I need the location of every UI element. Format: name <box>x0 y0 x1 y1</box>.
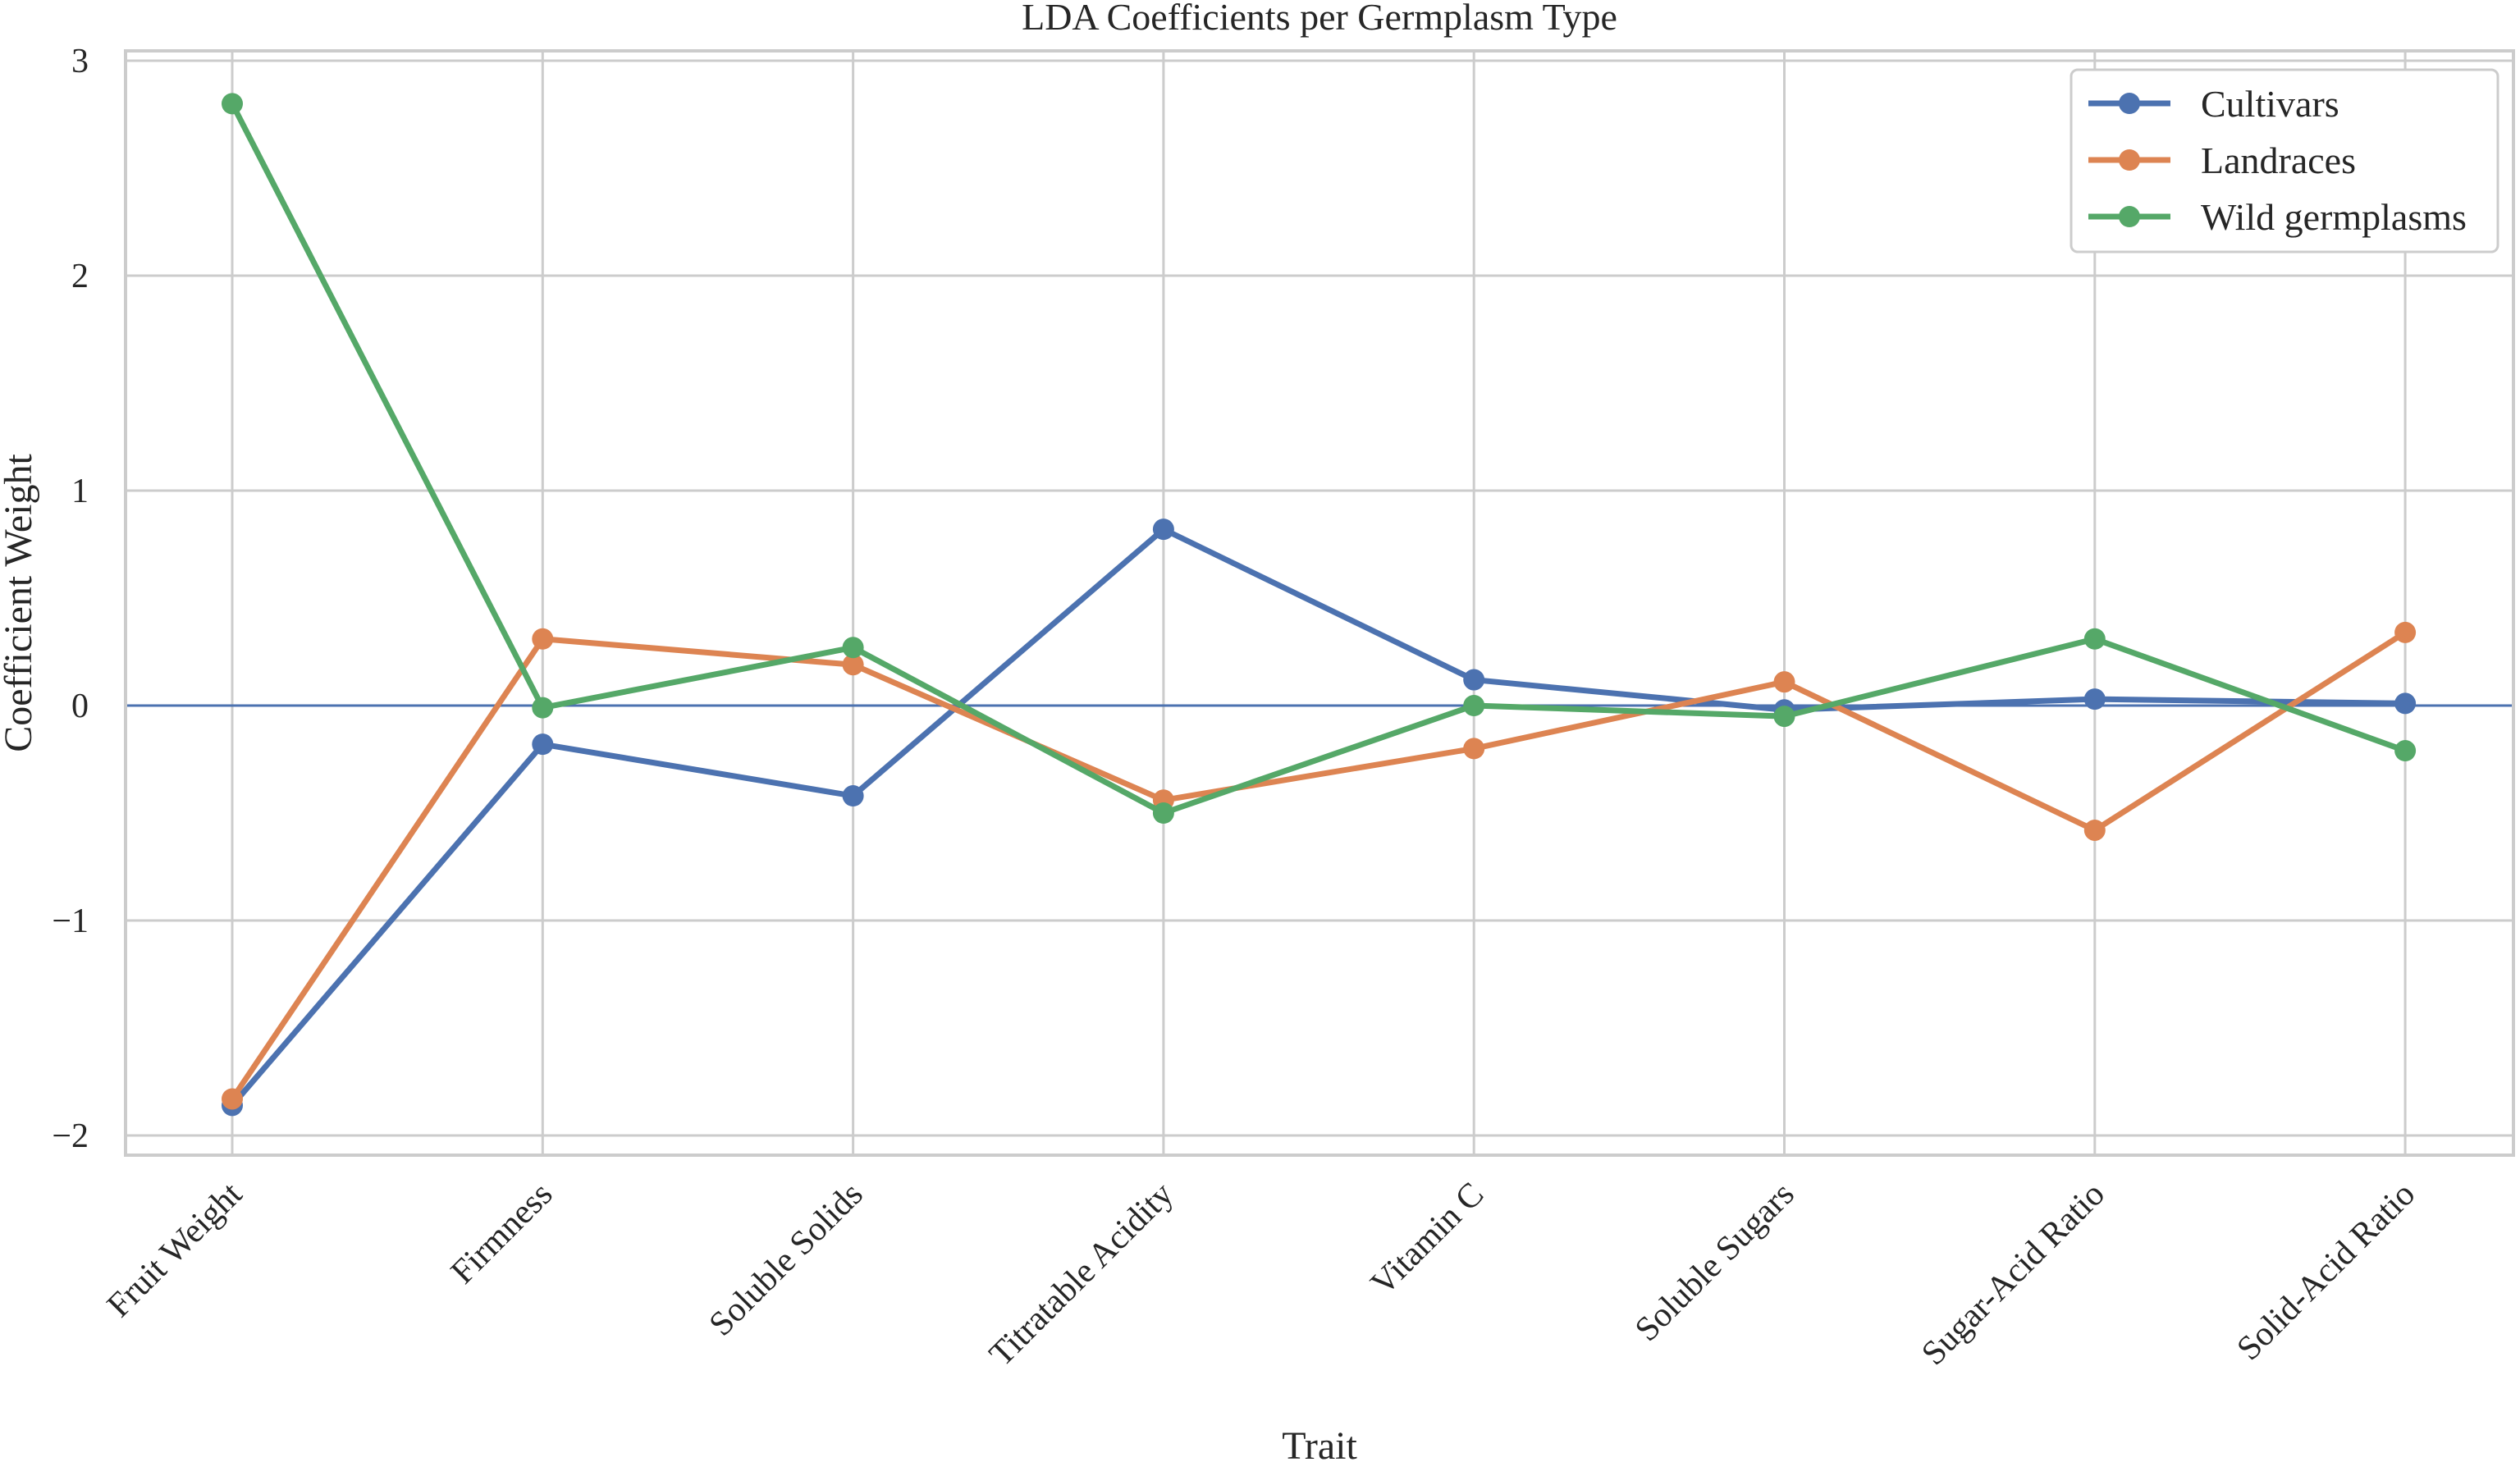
data-point <box>842 637 864 659</box>
data-point <box>1463 738 1485 760</box>
legend-label: Cultivars <box>2201 83 2339 125</box>
data-point <box>1463 669 1485 691</box>
plot-frame <box>124 49 2515 1157</box>
data-point <box>222 93 243 115</box>
data-point <box>1152 802 1174 824</box>
chart-title: LDA Coefficients per Germplasm Type <box>1022 0 1617 38</box>
data-point <box>842 654 864 676</box>
y-axis-ticks: −2 −1 0 1 2 3 <box>52 43 89 1155</box>
y-axis-label: Coefficient Weight <box>0 454 40 752</box>
data-point <box>2394 621 2417 643</box>
data-point <box>1152 519 1174 541</box>
data-point <box>2394 740 2417 762</box>
series-layer <box>222 93 2417 1117</box>
data-point <box>1773 706 1795 728</box>
series-landraces <box>222 621 2417 1110</box>
series-line <box>229 100 2408 816</box>
legend: Cultivars Landraces Wild germplasms <box>2070 68 2499 254</box>
data-point <box>2083 628 2106 650</box>
y-tick-label: 1 <box>71 473 89 510</box>
legend-swatch-marker <box>2119 149 2140 171</box>
legend-entry-cultivars: Cultivars <box>2088 83 2339 125</box>
series-wild-germplasms <box>222 93 2417 824</box>
data-point <box>842 785 864 807</box>
legend-entry-wild-germplasms: Wild germplasms <box>2088 196 2467 238</box>
legend-swatch-marker <box>2119 206 2140 227</box>
data-point <box>2083 819 2106 841</box>
data-point <box>222 1088 243 1110</box>
legend-entry-landraces: Landraces <box>2088 139 2356 181</box>
data-point <box>2083 688 2106 710</box>
x-axis-label: Trait <box>1282 1424 1357 1462</box>
series-line <box>229 526 2408 1108</box>
data-point <box>1773 671 1795 693</box>
y-tick-label: 2 <box>71 258 89 295</box>
legend-box <box>2070 68 2499 254</box>
y-tick-label: −2 <box>52 1117 89 1155</box>
data-point <box>532 628 554 650</box>
legend-label: Wild germplasms <box>2201 196 2467 238</box>
series-cultivars <box>222 519 2417 1117</box>
data-point <box>1463 695 1485 716</box>
y-tick-label: 3 <box>71 43 89 80</box>
data-point <box>532 697 554 719</box>
legend-label: Landraces <box>2201 139 2356 181</box>
y-tick-label: 0 <box>71 688 89 725</box>
series-line <box>229 629 2408 1102</box>
data-point <box>532 733 554 756</box>
y-tick-label: −1 <box>52 902 89 940</box>
data-point <box>2394 692 2417 715</box>
legend-swatch-marker <box>2119 93 2140 114</box>
